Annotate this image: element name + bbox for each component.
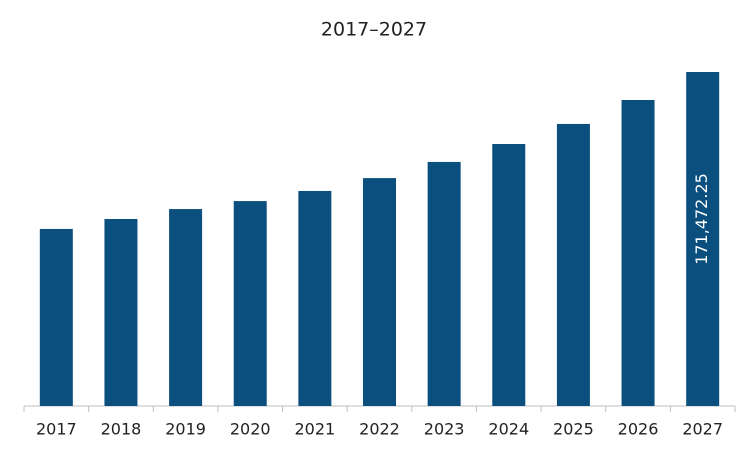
x-tick-label: 2023	[424, 420, 465, 439]
x-tick-label: 2020	[230, 420, 271, 439]
bar	[104, 219, 138, 406]
x-tick-label: 2026	[618, 420, 659, 439]
x-tick-label: 2019	[165, 420, 206, 439]
bar	[298, 190, 332, 406]
bar	[621, 99, 655, 406]
x-tick-label: 2018	[101, 420, 142, 439]
x-tick-label: 2021	[295, 420, 336, 439]
x-tick-label: 2017	[36, 420, 77, 439]
x-tick-label: 2027	[682, 420, 723, 439]
x-tick-label: 2022	[359, 420, 400, 439]
bar	[39, 228, 73, 406]
value-label: 171,472.25	[692, 173, 711, 265]
bar	[169, 209, 203, 406]
bar	[492, 144, 526, 406]
bar	[233, 201, 267, 406]
bar	[686, 72, 720, 406]
x-tick-label: 2024	[488, 420, 529, 439]
bar	[363, 178, 396, 406]
x-tick-label: 2025	[553, 420, 594, 439]
chart-title: 2017–2027	[321, 19, 427, 41]
bar	[427, 161, 461, 406]
bar	[556, 123, 590, 407]
